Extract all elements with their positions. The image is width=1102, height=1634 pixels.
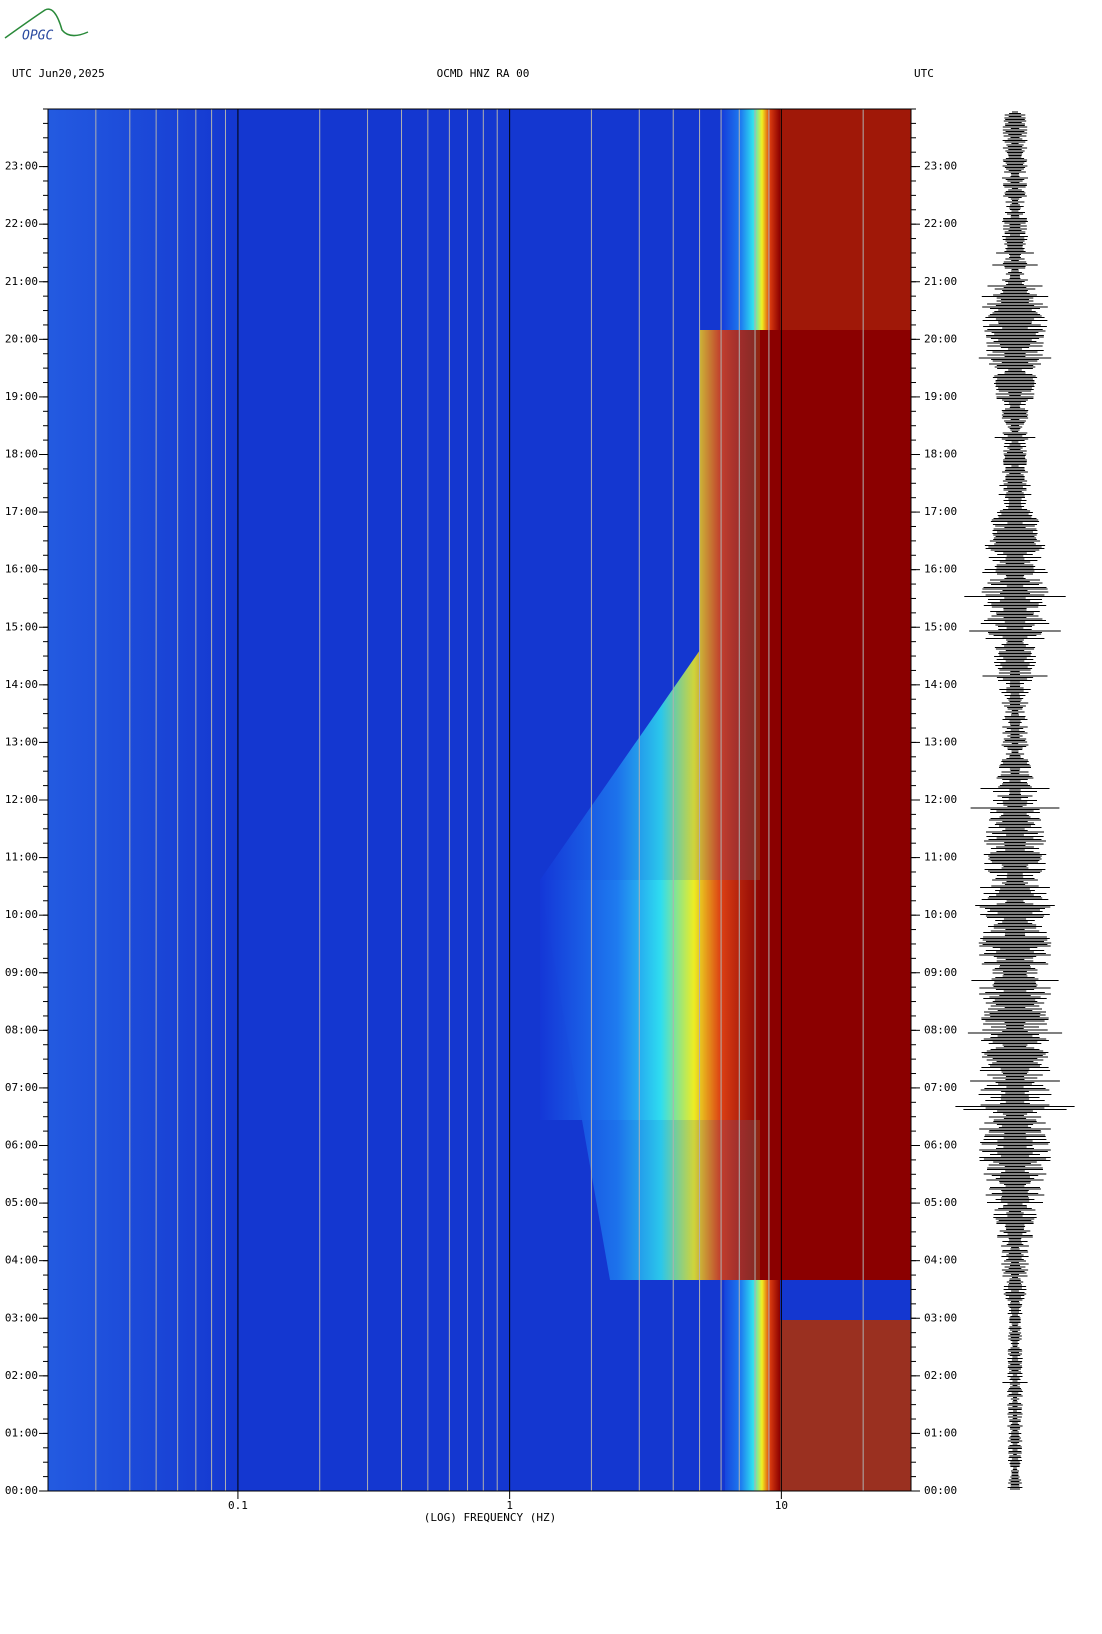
y-tick-label: 16:00 xyxy=(5,563,38,576)
y-tick-label: 23:00 xyxy=(5,160,38,173)
spectrogram xyxy=(48,109,911,1491)
y-tick-label: 20:00 xyxy=(5,332,38,345)
seismogram xyxy=(955,111,1075,1490)
y-tick-label: 23:00 xyxy=(924,160,957,173)
y-tick-label: 22:00 xyxy=(5,217,38,230)
high-noise xyxy=(760,330,911,1280)
y-tick-label: 07:00 xyxy=(924,1081,957,1094)
y-tick-label: 20:00 xyxy=(924,332,957,345)
x-tick-label: 10 xyxy=(775,1499,788,1512)
y-tick-label: 00:00 xyxy=(924,1484,957,1497)
y-tick-label: 07:00 xyxy=(5,1081,38,1094)
y-tick-label: 13:00 xyxy=(924,735,957,748)
y-tick-label: 02:00 xyxy=(924,1369,957,1382)
y-tick-label: 13:00 xyxy=(5,735,38,748)
y-tick-label: 06:00 xyxy=(5,1139,38,1152)
y-tick-label: 18:00 xyxy=(924,448,957,461)
high-noise-top xyxy=(780,109,911,330)
y-tick-label: 09:00 xyxy=(5,966,38,979)
header-right: UTC xyxy=(914,67,934,80)
y-tick-label: 06:00 xyxy=(924,1139,957,1152)
y-tick-label: 03:00 xyxy=(924,1311,957,1324)
y-tick-label: 21:00 xyxy=(5,275,38,288)
x-tick-label: 0.1 xyxy=(228,1499,248,1512)
y-tick-label: 17:00 xyxy=(5,505,38,518)
y-tick-label: 03:00 xyxy=(5,1311,38,1324)
y-tick-label: 00:00 xyxy=(5,1484,38,1497)
y-tick-label: 01:00 xyxy=(5,1426,38,1439)
y-tick-label: 04:00 xyxy=(924,1254,957,1267)
chart-title: OCMD HNZ RA 00 xyxy=(437,67,530,80)
y-tick-label: 11:00 xyxy=(924,851,957,864)
y-tick-label: 18:00 xyxy=(5,448,38,461)
y-tick-label: 10:00 xyxy=(5,908,38,921)
y-tick-label: 11:00 xyxy=(5,851,38,864)
y-tick-label: 12:00 xyxy=(924,793,957,806)
y-tick-label: 08:00 xyxy=(5,1023,38,1036)
low-frequency-band xyxy=(48,109,238,1491)
y-tick-label: 05:00 xyxy=(5,1196,38,1209)
y-tick-label: 05:00 xyxy=(924,1196,957,1209)
y-tick-label: 04:00 xyxy=(5,1254,38,1267)
y-tick-label: 01:00 xyxy=(924,1426,957,1439)
y-tick-label: 08:00 xyxy=(924,1023,957,1036)
y-tick-label: 09:00 xyxy=(924,966,957,979)
y-tick-label: 16:00 xyxy=(924,563,957,576)
high-noise-bottom xyxy=(780,1320,911,1491)
y-tick-label: 19:00 xyxy=(924,390,957,403)
y-tick-label: 19:00 xyxy=(5,390,38,403)
y-tick-label: 22:00 xyxy=(924,217,957,230)
x-tick-label: 1 xyxy=(506,1499,513,1512)
logo: OPGC xyxy=(4,8,89,44)
plot-frame xyxy=(47,108,912,1492)
y-tick-label: 15:00 xyxy=(924,620,957,633)
x-axis-label: (LOG) FREQUENCY (HZ) xyxy=(424,1511,556,1524)
y-tick-label: 21:00 xyxy=(924,275,957,288)
logo-text: OPGC xyxy=(22,29,53,44)
header-left: UTC Jun20,2025 xyxy=(12,67,105,80)
y-tick-label: 15:00 xyxy=(5,620,38,633)
y-tick-label: 14:00 xyxy=(5,678,38,691)
y-tick-label: 02:00 xyxy=(5,1369,38,1382)
y-tick-label: 14:00 xyxy=(924,678,957,691)
noise-burst xyxy=(540,880,760,1120)
y-tick-label: 17:00 xyxy=(924,505,957,518)
y-tick-label: 10:00 xyxy=(924,908,957,921)
y-tick-label: 12:00 xyxy=(5,793,38,806)
